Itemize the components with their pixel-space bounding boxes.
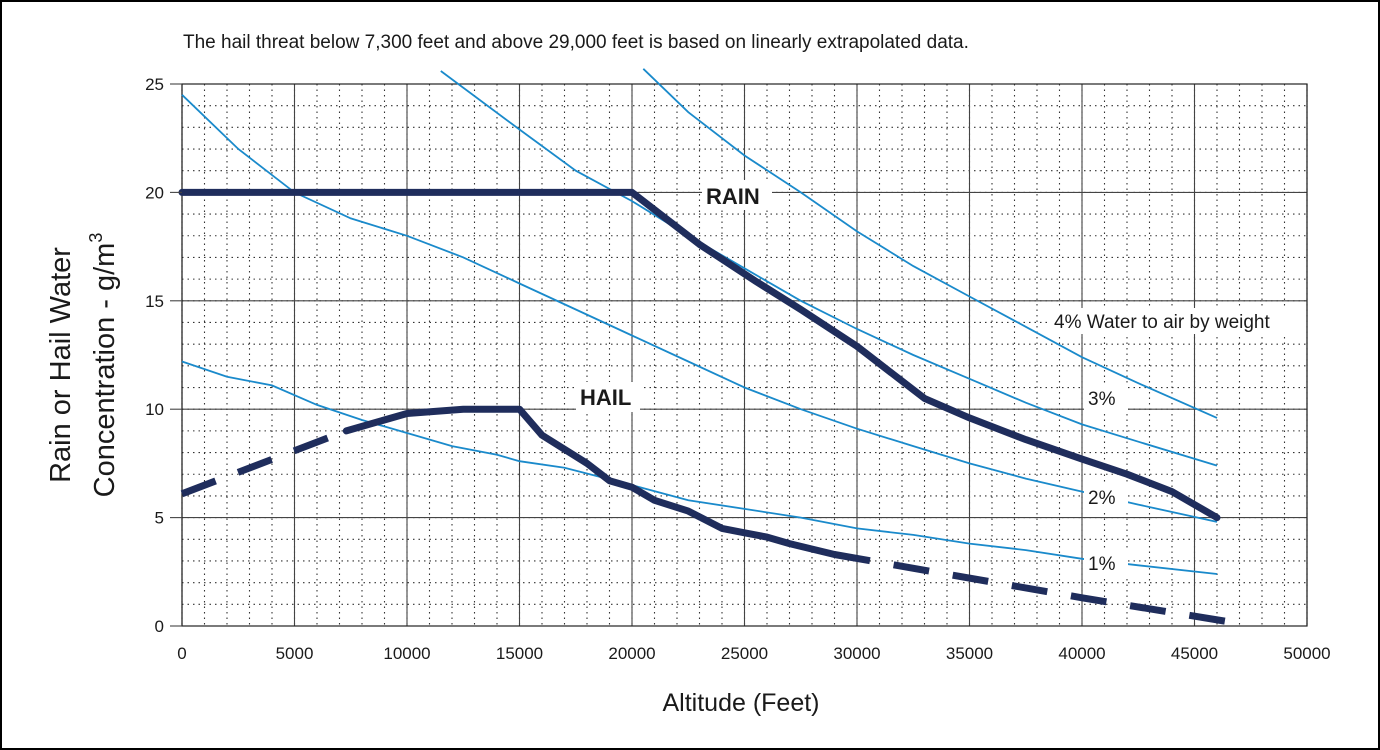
- y-tick-label: 15: [145, 292, 164, 311]
- x-axis-title: Altitude (Feet): [662, 689, 819, 717]
- pct1-label: 1%: [1088, 554, 1116, 575]
- hail-label-bg: [576, 382, 640, 412]
- pct3-label-bg: [1084, 385, 1128, 411]
- x-tick-label: 15000: [496, 644, 543, 663]
- pct3-label: 3%: [1088, 389, 1116, 410]
- hail-extrapolated-line: [833, 551, 1229, 626]
- major-grid: [181, 83, 1308, 627]
- 2-line: [181, 94, 1218, 523]
- 3-line: [440, 70, 1218, 467]
- x-tick-label: 5000: [276, 644, 314, 663]
- x-tick-label: 40000: [1058, 644, 1105, 663]
- x-tick-label: 30000: [833, 644, 880, 663]
- x-tick-label: 20000: [608, 644, 655, 663]
- y-axis-title-line2-group: Concentration - g/m3: [86, 233, 121, 498]
- x-tick-label: 50000: [1283, 644, 1330, 663]
- pct2-label: 2%: [1088, 488, 1116, 509]
- rain-hail-lines: [178, 188, 1229, 626]
- y-tick-label: 20: [145, 183, 164, 202]
- y-axis-title-superscript: 3: [86, 233, 106, 243]
- pct2-label-bg: [1084, 484, 1128, 510]
- 4-water-to-air-by-weight-line: [642, 68, 1218, 419]
- x-tick-label: 35000: [946, 644, 993, 663]
- x-tick-label: 0: [177, 644, 186, 663]
- y-axis-title-line1: Rain or Hail Water: [45, 247, 77, 483]
- y-tick-label: 10: [145, 400, 164, 419]
- rain-label: RAIN: [706, 184, 760, 209]
- rain-line: [178, 188, 1221, 522]
- pct4-label: 4% Water to air by weight: [1054, 312, 1270, 333]
- pct4-label-bg: [1050, 308, 1306, 334]
- hail-extrapolated-line: [180, 427, 348, 498]
- y-tick-label: 0: [155, 617, 164, 636]
- y-tick-label: 25: [145, 75, 164, 94]
- y-axis-title-line2: Concentration - g/m3: [86, 233, 121, 498]
- x-tick-label: 45000: [1171, 644, 1218, 663]
- y-axis-ticks: 0 5 10 15 20 25: [145, 75, 182, 636]
- y-axis-title-line2-main: Concentration - g/m: [89, 243, 121, 498]
- rain-label-bg: [702, 180, 772, 210]
- x-tick-label: 25000: [721, 644, 768, 663]
- plot-area-border: [181, 83, 1308, 627]
- hail-line: [342, 405, 838, 558]
- hail-label: HAIL: [580, 385, 631, 410]
- pct1-label-bg: [1084, 550, 1128, 576]
- x-axis-ticks: 0 5000 10000 15000 20000 25000 30000 35000 40000…: [177, 644, 1330, 663]
- y-axis-title: Rain or Hail Water: [45, 247, 77, 483]
- extrapolation-note: The hail threat below 7,300 feet and abo…: [183, 32, 969, 53]
- x-tick-label: 10000: [383, 644, 430, 663]
- y-tick-label: 5: [155, 509, 164, 528]
